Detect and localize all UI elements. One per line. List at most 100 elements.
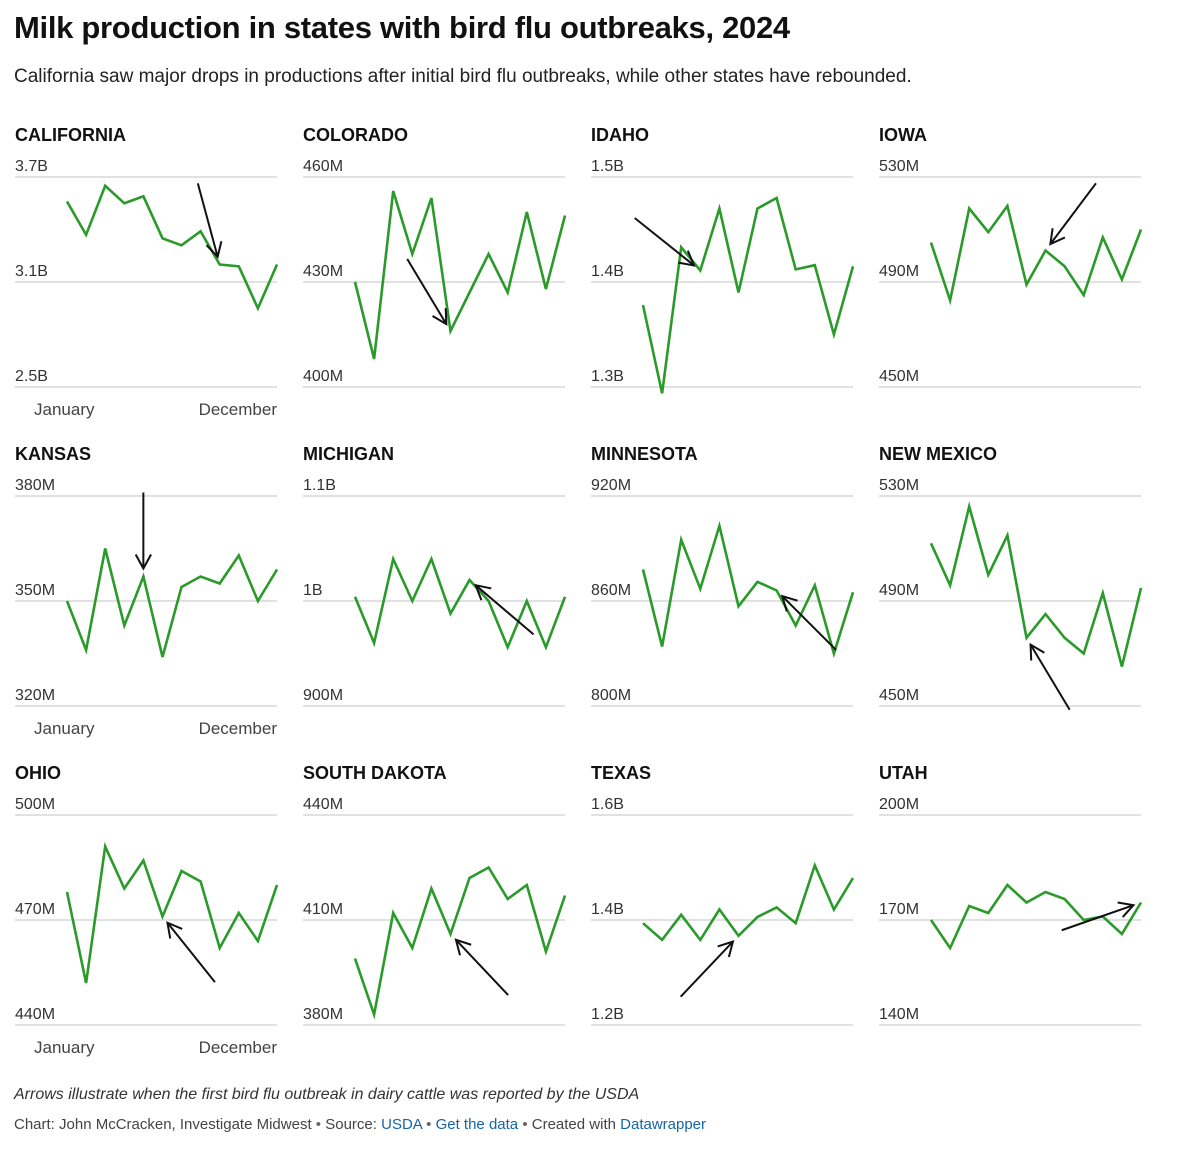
texas-y-tick-label: 1.2B xyxy=(591,1006,624,1023)
kansas-y-tick-label: 320M xyxy=(15,687,55,704)
ohio-y-tick-label: 440M xyxy=(15,1006,55,1023)
utah-arrow-head xyxy=(1117,901,1136,918)
chart-subtitle: California saw major drops in production… xyxy=(14,66,912,87)
california-y-tick-label: 2.5B xyxy=(15,368,48,385)
iowa-series-line xyxy=(929,202,1143,306)
texas-title: TEXAS xyxy=(591,763,651,783)
california-arrow-head xyxy=(205,240,223,259)
separator: • xyxy=(426,1116,432,1133)
texas-outbreak-arrow xyxy=(679,940,734,998)
iowa-y-tick-label: 530M xyxy=(879,158,919,175)
south-dakota-y-tick-label: 410M xyxy=(303,901,343,918)
kansas-y-tick-label: 350M xyxy=(15,582,55,599)
idaho-arrow-head xyxy=(678,250,696,267)
michigan-arrow-head xyxy=(474,583,492,601)
south-dakota-series-line xyxy=(353,865,567,1020)
new-mexico-arrow-head xyxy=(1029,642,1045,661)
kansas-series-line xyxy=(65,548,279,658)
iowa-y-tick-label: 490M xyxy=(879,263,919,280)
minnesota-series-line xyxy=(641,520,855,659)
kansas-y-tick-label: 380M xyxy=(15,477,55,494)
new-mexico-outbreak-arrow xyxy=(1029,644,1071,711)
south-dakota-outbreak-arrow xyxy=(455,939,509,996)
minnesota-arrow-head xyxy=(780,594,798,612)
idaho-title: IDAHO xyxy=(591,125,649,145)
california-x-label-start: January xyxy=(34,400,95,419)
kansas-title: KANSAS xyxy=(15,444,91,464)
california-outbreak-arrow xyxy=(196,183,219,258)
utah-outbreak-arrow xyxy=(1061,904,1134,932)
colorado-y-tick-label: 460M xyxy=(303,158,343,175)
texas-y-tick-label: 1.4B xyxy=(591,901,624,918)
new-mexico-y-tick-label: 450M xyxy=(879,687,919,704)
kansas-x-label-start: January xyxy=(34,719,95,738)
kansas-arrow-head xyxy=(134,553,152,571)
new-mexico-series-line xyxy=(929,501,1143,667)
new-mexico-y-tick-label: 530M xyxy=(879,477,919,494)
minnesota-y-tick-label: 920M xyxy=(591,477,631,494)
created-with-label: Created with xyxy=(531,1116,616,1133)
new-mexico-y-tick-label: 490M xyxy=(879,582,919,599)
colorado-y-tick-label: 430M xyxy=(303,263,343,280)
iowa-title: IOWA xyxy=(879,125,927,145)
minnesota-y-tick-label: 800M xyxy=(591,687,631,704)
arrow-footnote: Arrows illustrate when the first bird fl… xyxy=(14,1086,640,1103)
california-x-label-end: December xyxy=(199,400,278,419)
michigan-outbreak-arrow xyxy=(474,584,535,636)
california-series-line xyxy=(65,183,279,312)
ohio-title: OHIO xyxy=(15,763,61,783)
california-title: CALIFORNIA xyxy=(15,125,126,145)
idaho-outbreak-arrow xyxy=(634,217,695,267)
ohio-arrow-head xyxy=(166,921,183,939)
michigan-y-tick-label: 1.1B xyxy=(303,477,336,494)
ohio-x-label-start: January xyxy=(34,1038,95,1057)
idaho-y-tick-label: 1.5B xyxy=(591,158,624,175)
get-the-data-link[interactable]: Get the data xyxy=(435,1116,519,1133)
colorado-series-line xyxy=(353,190,567,360)
texas-series-line xyxy=(642,861,855,943)
colorado-y-tick-label: 400M xyxy=(303,368,343,385)
michigan-title: MICHIGAN xyxy=(303,444,394,464)
michigan-y-tick-label: 1B xyxy=(303,582,323,599)
separator: • xyxy=(522,1116,528,1133)
iowa-y-tick-label: 450M xyxy=(879,368,919,385)
minnesota-y-tick-label: 860M xyxy=(591,582,631,599)
texas-arrow-head xyxy=(717,940,735,958)
separator: • xyxy=(315,1116,322,1133)
utah-y-tick-label: 170M xyxy=(879,901,919,918)
texas-y-tick-label: 1.6B xyxy=(591,796,624,813)
utah-series-line xyxy=(929,883,1143,951)
idaho-y-tick-label: 1.3B xyxy=(591,368,624,385)
south-dakota-arrow-head xyxy=(454,938,472,956)
idaho-y-tick-label: 1.4B xyxy=(591,263,624,280)
iowa-arrow-head xyxy=(1049,228,1066,246)
idaho-series-line xyxy=(641,196,855,394)
minnesota-outbreak-arrow xyxy=(781,595,837,651)
utah-title: UTAH xyxy=(879,763,928,783)
ohio-y-tick-label: 500M xyxy=(15,796,55,813)
credit-text: Chart: John McCracken, Investigate Midwe… xyxy=(14,1116,312,1133)
ohio-y-tick-label: 470M xyxy=(15,901,55,918)
ohio-x-label-end: December xyxy=(199,1038,278,1057)
iowa-outbreak-arrow xyxy=(1049,182,1097,245)
south-dakota-title: SOUTH DAKOTA xyxy=(303,763,447,783)
california-y-tick-label: 3.1B xyxy=(15,263,48,280)
ohio-series-line xyxy=(65,841,279,984)
utah-y-tick-label: 140M xyxy=(879,1006,919,1023)
chart-credits: Chart: John McCracken, Investigate Midwe… xyxy=(14,1116,706,1133)
ohio-outbreak-arrow xyxy=(166,922,216,983)
california-y-tick-label: 3.7B xyxy=(15,158,48,175)
utah-y-tick-label: 200M xyxy=(879,796,919,813)
kansas-x-label-end: December xyxy=(199,719,278,738)
colorado-outbreak-arrow xyxy=(406,258,448,325)
source-link-usda[interactable]: USDA xyxy=(381,1116,422,1133)
michigan-y-tick-label: 900M xyxy=(303,687,343,704)
michigan-series-line xyxy=(353,554,567,651)
source-label: Source: xyxy=(325,1116,377,1133)
colorado-title: COLORADO xyxy=(303,125,408,145)
south-dakota-y-tick-label: 440M xyxy=(303,796,343,813)
datawrapper-link[interactable]: Datawrapper xyxy=(620,1116,707,1133)
minnesota-title: MINNESOTA xyxy=(591,444,698,464)
